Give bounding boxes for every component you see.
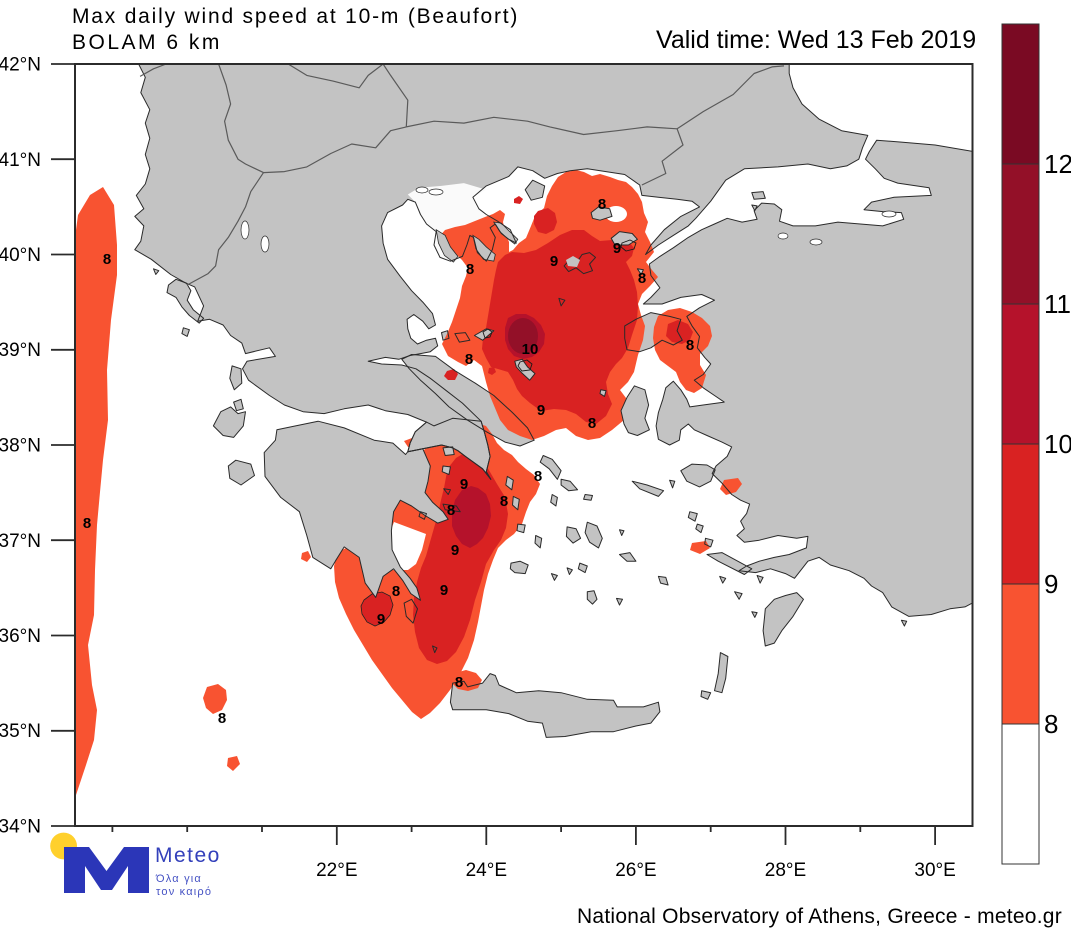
svg-text:National Observatory of Athens: National Observatory of Athens, Greece -… — [577, 905, 1062, 928]
svg-text:35°N: 35°N — [0, 721, 41, 742]
svg-text:8: 8 — [83, 515, 91, 532]
svg-text:40°N: 40°N — [0, 245, 41, 266]
svg-text:9: 9 — [1044, 569, 1058, 599]
svg-text:τον καιρό: τον καιρό — [156, 886, 212, 898]
svg-text:8: 8 — [588, 415, 596, 432]
svg-text:8: 8 — [598, 196, 606, 213]
svg-text:30°E: 30°E — [914, 860, 955, 881]
svg-text:12: 12 — [1044, 149, 1071, 179]
svg-text:9: 9 — [613, 240, 621, 257]
svg-text:42°N: 42°N — [0, 55, 41, 76]
svg-text:34°N: 34°N — [0, 817, 41, 838]
svg-text:37°N: 37°N — [0, 531, 41, 552]
svg-text:8: 8 — [686, 337, 694, 354]
svg-text:8: 8 — [447, 502, 455, 519]
svg-text:39°N: 39°N — [0, 340, 41, 361]
svg-text:26°E: 26°E — [615, 860, 656, 881]
svg-text:8: 8 — [466, 261, 474, 278]
svg-text:24°E: 24°E — [466, 860, 507, 881]
svg-text:10: 10 — [1044, 429, 1071, 459]
svg-text:8: 8 — [392, 583, 400, 600]
svg-text:9: 9 — [537, 402, 545, 419]
svg-text:9: 9 — [451, 542, 459, 559]
svg-text:8: 8 — [465, 351, 473, 368]
svg-text:9: 9 — [377, 611, 385, 628]
svg-text:38°N: 38°N — [0, 436, 41, 457]
svg-text:28°E: 28°E — [765, 860, 806, 881]
svg-text:36°N: 36°N — [0, 626, 41, 647]
svg-text:8: 8 — [103, 251, 111, 268]
svg-text:8: 8 — [534, 468, 542, 485]
svg-text:41°N: 41°N — [0, 150, 41, 171]
svg-text:10: 10 — [522, 341, 539, 358]
svg-text:9: 9 — [440, 582, 448, 599]
svg-text:9: 9 — [460, 476, 468, 493]
svg-text:9: 9 — [550, 253, 558, 270]
svg-text:Meteo: Meteo — [155, 844, 221, 867]
svg-text:22°E: 22°E — [316, 860, 357, 881]
svg-text:8: 8 — [1044, 709, 1058, 739]
svg-text:Max daily wind speed at 10-m (: Max daily wind speed at 10-m (Beaufort) — [72, 5, 519, 28]
svg-text:8: 8 — [638, 270, 646, 287]
svg-text:8: 8 — [455, 674, 463, 691]
svg-text:BOLAM 6 km: BOLAM 6 km — [72, 31, 222, 54]
svg-text:Valid time: Wed 13 Feb 2019: Valid time: Wed 13 Feb 2019 — [656, 26, 976, 54]
svg-text:8: 8 — [500, 493, 508, 510]
svg-text:8: 8 — [218, 710, 226, 727]
svg-text:11: 11 — [1044, 289, 1071, 319]
svg-text:Όλα για: Όλα για — [155, 873, 202, 885]
